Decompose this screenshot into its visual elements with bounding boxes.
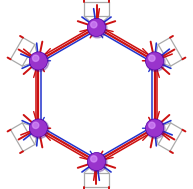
Circle shape — [32, 122, 39, 129]
Circle shape — [149, 122, 155, 129]
Circle shape — [87, 153, 106, 171]
Circle shape — [146, 52, 164, 70]
Circle shape — [29, 119, 47, 137]
Circle shape — [91, 22, 97, 28]
Circle shape — [91, 156, 97, 162]
Circle shape — [146, 119, 165, 139]
Circle shape — [149, 55, 155, 61]
Circle shape — [146, 52, 165, 71]
Circle shape — [32, 55, 39, 61]
Circle shape — [88, 153, 107, 172]
Circle shape — [30, 52, 49, 71]
Circle shape — [30, 119, 49, 139]
Circle shape — [146, 119, 164, 137]
Circle shape — [29, 52, 47, 70]
Circle shape — [88, 19, 107, 38]
Circle shape — [87, 18, 106, 36]
